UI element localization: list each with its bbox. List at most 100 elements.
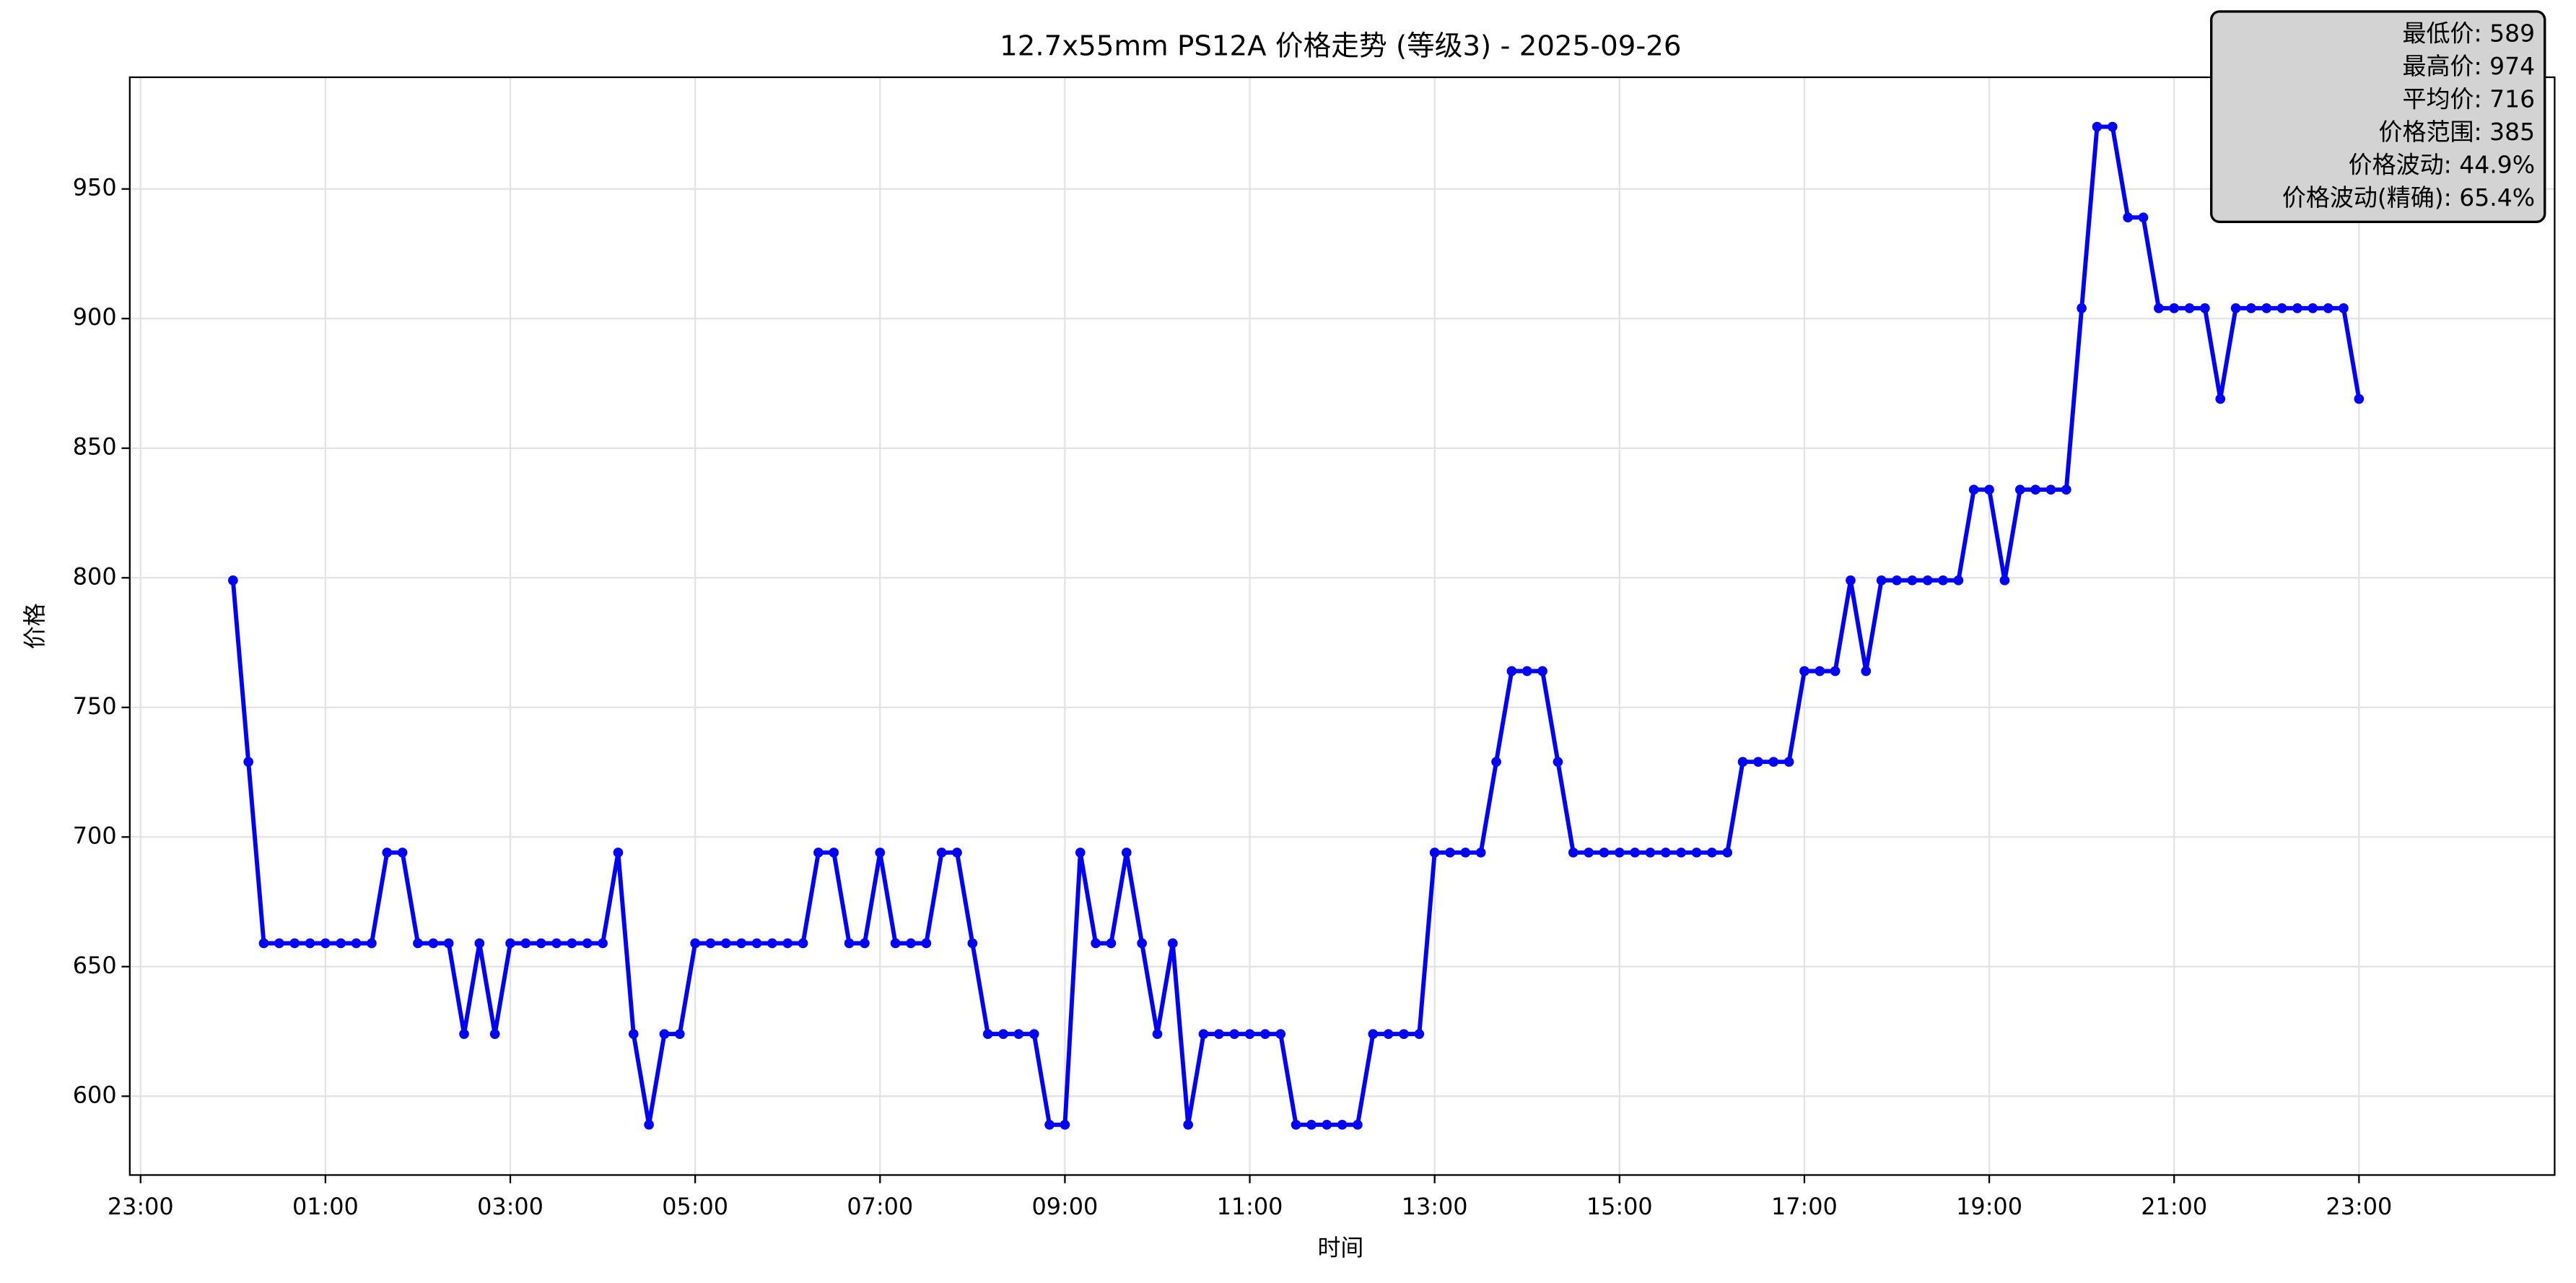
price-point xyxy=(1737,757,1748,767)
stat-line: 平均价: 716 xyxy=(2402,84,2535,113)
price-point xyxy=(2045,484,2056,495)
price-point xyxy=(1968,484,1979,495)
stat-line: 价格范围: 385 xyxy=(2378,118,2535,146)
x-tick-label: 21:00 xyxy=(2141,1193,2207,1220)
price-point xyxy=(382,847,393,858)
price-point xyxy=(1768,757,1779,767)
grid xyxy=(129,77,2555,1175)
price-point xyxy=(936,847,947,858)
price-point xyxy=(1475,847,1486,858)
price-point xyxy=(1999,575,2010,586)
price-point xyxy=(1861,666,1872,677)
price-point xyxy=(1984,484,1994,495)
price-point xyxy=(1876,575,1887,586)
price-point xyxy=(1892,575,1902,586)
price-point xyxy=(397,847,408,858)
y-tick-label: 800 xyxy=(73,562,117,590)
stat-line: 价格波动(精确): 65.4% xyxy=(2282,183,2535,212)
x-tick-label: 11:00 xyxy=(1217,1193,1283,1220)
stat-line: 价格波动: 44.9% xyxy=(2349,150,2535,178)
price-point xyxy=(1152,1029,1163,1039)
price-point xyxy=(1460,847,1471,858)
y-tick-label: 650 xyxy=(73,952,117,979)
price-point xyxy=(1691,847,1702,858)
stat-line: 最高价: 974 xyxy=(2402,52,2535,80)
price-point xyxy=(782,938,793,949)
price-point xyxy=(274,938,284,949)
price-point xyxy=(721,938,731,949)
price-point xyxy=(1337,1119,1348,1130)
price-point xyxy=(2123,212,2134,223)
price-point xyxy=(1645,847,1656,858)
price-point xyxy=(351,938,362,949)
price-point xyxy=(1106,938,1117,949)
price-point xyxy=(1060,1119,1070,1130)
price-point xyxy=(613,847,624,858)
price-point xyxy=(644,1119,654,1130)
price-point xyxy=(2323,303,2333,313)
price-point xyxy=(1783,757,1794,767)
price-point xyxy=(289,938,300,949)
price-point xyxy=(2246,303,2256,313)
price-point xyxy=(705,938,716,949)
price-point xyxy=(1275,1029,1286,1039)
price-point xyxy=(844,938,855,949)
y-tick-label: 700 xyxy=(73,822,117,849)
x-tick-label: 17:00 xyxy=(1771,1193,1838,1220)
price-point xyxy=(505,938,515,949)
price-point xyxy=(2014,484,2025,495)
price-point xyxy=(2169,303,2180,313)
price-point xyxy=(2184,303,2195,313)
price-point xyxy=(674,1029,685,1039)
price-point xyxy=(1661,847,1671,858)
price-point xyxy=(628,1029,639,1039)
y-tick-label: 750 xyxy=(73,692,117,720)
price-point xyxy=(1922,575,1933,586)
price-point xyxy=(1445,847,1455,858)
price-point xyxy=(1013,1029,1024,1039)
price-point xyxy=(1121,847,1132,858)
price-point xyxy=(1707,847,1717,858)
y-tick-label: 950 xyxy=(73,174,117,201)
price-point xyxy=(2154,303,2164,313)
x-tick-label: 07:00 xyxy=(847,1193,913,1220)
price-point xyxy=(1383,1029,1394,1039)
price-point xyxy=(1429,847,1440,858)
price-point xyxy=(1399,1029,1409,1039)
price-point xyxy=(2230,303,2241,313)
price-point xyxy=(2200,303,2210,313)
price-point xyxy=(1353,1119,1363,1130)
price-point xyxy=(1183,1119,1193,1130)
price-point xyxy=(2215,393,2226,404)
x-axis-label: 时间 xyxy=(1317,1234,1363,1261)
price-point xyxy=(413,938,423,949)
price-point xyxy=(320,938,331,949)
price-point xyxy=(567,938,577,949)
price-point xyxy=(921,938,932,949)
plot-frame xyxy=(128,76,2556,1176)
price-point xyxy=(860,938,870,949)
price-point xyxy=(1584,847,1594,858)
price-point xyxy=(829,847,839,858)
price-point xyxy=(2354,393,2365,404)
price-point xyxy=(459,1029,469,1039)
price-point xyxy=(1091,938,1101,949)
y-tick-label: 850 xyxy=(73,433,117,461)
price-point xyxy=(967,938,978,949)
price-point xyxy=(1322,1119,1332,1130)
x-tick-label: 23:00 xyxy=(2326,1193,2392,1220)
price-point xyxy=(582,938,593,949)
price-point xyxy=(1568,847,1579,858)
x-tick-label: 23:00 xyxy=(108,1193,174,1220)
price-point xyxy=(1537,666,1547,677)
price-point xyxy=(1676,847,1687,858)
price-point xyxy=(767,938,777,949)
plot-area xyxy=(227,121,2365,1130)
price-point xyxy=(367,938,377,949)
price-point xyxy=(2030,484,2040,495)
price-point xyxy=(1815,666,1825,677)
x-tick-label: 19:00 xyxy=(1956,1193,2022,1220)
price-point xyxy=(551,938,562,949)
